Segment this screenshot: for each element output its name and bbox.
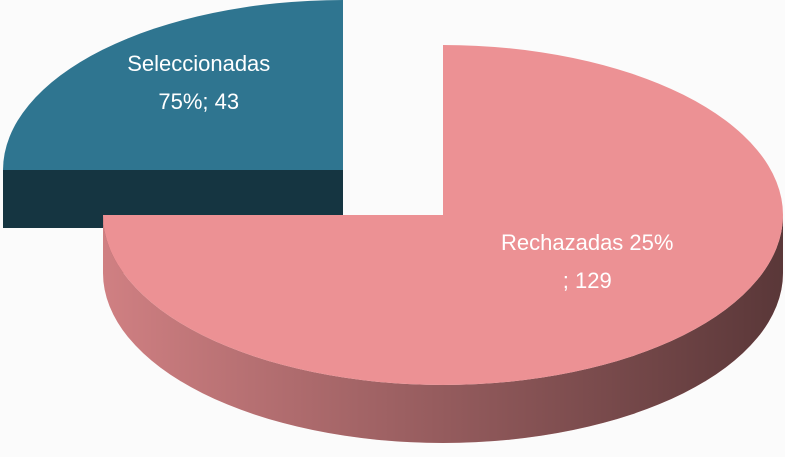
chart: Seleccionadas 75%; 43 Rechazadas 25% ; 12…	[0, 0, 785, 457]
data-label: Rechazadas 25% ; 129	[501, 224, 673, 300]
data-label: Seleccionadas 75%; 43	[127, 45, 270, 121]
